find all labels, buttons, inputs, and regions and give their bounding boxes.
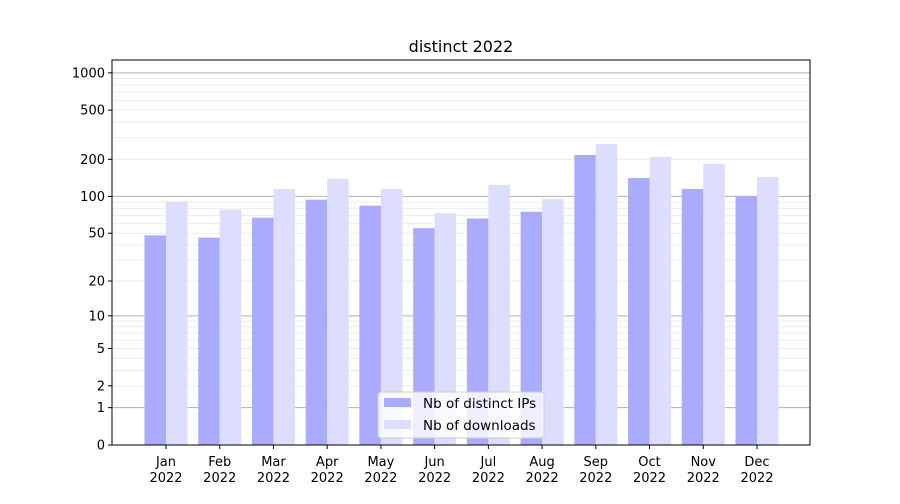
x-tick-label: Nov xyxy=(691,455,717,470)
bar-distinct-ips xyxy=(413,228,435,445)
x-tick-label: Oct xyxy=(638,455,660,470)
bar-distinct-ips xyxy=(520,211,543,445)
x-tick-label: 2022 xyxy=(687,471,720,486)
bar-downloads xyxy=(703,163,725,445)
y-axis: 0 1 2 5 10 20 50 100 200 500 1000 xyxy=(72,66,112,454)
legend-swatch-ips xyxy=(384,398,411,407)
x-tick-label: Aug xyxy=(529,455,554,470)
x-tick-label: 2022 xyxy=(472,471,505,486)
x-axis: Jan2022Feb2022Mar2022Apr2022May2022Jun20… xyxy=(149,445,774,486)
bar-distinct-ips xyxy=(466,218,489,445)
bar-downloads xyxy=(488,184,510,445)
x-tick-label: Jul xyxy=(480,455,497,470)
x-tick-label: 2022 xyxy=(740,471,773,486)
x-tick-label: 2022 xyxy=(311,471,344,486)
bar-downloads xyxy=(380,188,403,445)
x-tick-label: 2022 xyxy=(149,471,182,486)
bar-downloads xyxy=(595,144,618,445)
bar-downloads xyxy=(649,156,672,445)
x-tick-label: May xyxy=(367,455,394,470)
x-tick-label: Mar xyxy=(261,455,286,470)
y-tick-label: 0 xyxy=(97,439,105,454)
bar-distinct-ips xyxy=(735,196,757,445)
bar-distinct-ips xyxy=(144,235,166,445)
bar-distinct-ips xyxy=(305,199,328,445)
x-tick-label: 2022 xyxy=(633,471,666,486)
axes-frame xyxy=(111,59,811,446)
y-tick-label: 5 xyxy=(97,342,105,357)
bar-distinct-ips xyxy=(251,217,274,445)
bar-distinct-ips xyxy=(198,237,220,445)
x-tick-label: 2022 xyxy=(418,471,451,486)
x-tick-label: Feb xyxy=(208,455,231,470)
chart-title: distinct 2022 xyxy=(409,37,514,56)
legend-box xyxy=(377,391,545,439)
x-tick-label: 2022 xyxy=(364,471,397,486)
x-tick-label: 2022 xyxy=(579,471,612,486)
bar-distinct-ips xyxy=(574,154,596,445)
x-tick-label: Apr xyxy=(316,455,339,470)
bar-downloads xyxy=(757,176,779,445)
x-tick-label: Jan xyxy=(155,455,176,470)
bar-downloads xyxy=(434,213,457,445)
x-tick-label: 2022 xyxy=(526,471,559,486)
y-tick-label: 20 xyxy=(88,275,105,290)
x-tick-label: Jun xyxy=(423,455,444,470)
x-tick-label: Dec xyxy=(744,455,769,470)
y-tick-label: 1000 xyxy=(72,66,105,81)
bar-distinct-ips xyxy=(359,205,381,445)
bar-downloads xyxy=(273,188,295,445)
y-tick-label: 100 xyxy=(80,190,105,205)
bar-distinct-ips xyxy=(628,178,650,446)
bar-downloads xyxy=(542,199,564,445)
bar-distinct-ips xyxy=(681,188,704,445)
legend-label-ips: Nb of distinct IPs xyxy=(423,396,536,412)
bar-downloads xyxy=(166,202,188,445)
bar-downloads xyxy=(219,209,242,445)
bars xyxy=(144,144,779,446)
y-tick-label: 2 xyxy=(97,379,105,394)
x-tick-label: 2022 xyxy=(257,471,290,486)
legend-label-downloads: Nb of downloads xyxy=(423,418,536,434)
y-tick-label: 500 xyxy=(80,104,105,119)
y-tick-label: 50 xyxy=(88,227,105,242)
legend-swatch-downloads xyxy=(384,420,411,429)
y-tick-label: 10 xyxy=(88,309,105,324)
y-tick-label: 1 xyxy=(97,401,105,416)
legend: Nb of distinct IPs Nb of downloads xyxy=(377,391,545,439)
x-tick-label: 2022 xyxy=(203,471,236,486)
x-tick-label: Sep xyxy=(584,455,609,470)
y-tick-label: 200 xyxy=(80,153,105,168)
bar-downloads xyxy=(327,178,349,446)
